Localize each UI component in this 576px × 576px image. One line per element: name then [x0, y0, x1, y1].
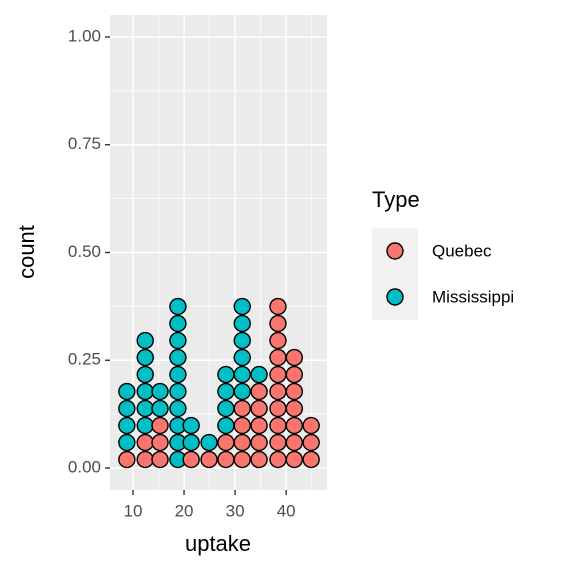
legend-key — [386, 242, 404, 260]
dot — [250, 382, 268, 401]
dot — [169, 382, 187, 401]
dot — [302, 416, 320, 435]
dot — [233, 416, 251, 435]
dot — [200, 450, 218, 469]
y-tick-label: 0.00 — [68, 458, 101, 477]
x-axis-title: uptake — [185, 531, 251, 556]
dot — [136, 399, 154, 418]
dot — [118, 433, 136, 452]
dot — [269, 331, 287, 350]
legend-title: Type — [372, 187, 420, 212]
dot — [250, 365, 268, 384]
dot — [169, 331, 187, 350]
y-axis-title: count — [14, 225, 39, 279]
legend-keys-bg — [372, 228, 418, 320]
dot — [182, 450, 200, 469]
dot — [250, 399, 268, 418]
dot — [269, 365, 287, 384]
dot — [169, 365, 187, 384]
dot — [233, 365, 251, 384]
dot — [269, 314, 287, 333]
dot — [118, 399, 136, 418]
y-tick-label: 0.50 — [68, 242, 101, 261]
dot — [136, 331, 154, 350]
dot — [285, 365, 304, 384]
x-tick-label: 10 — [124, 501, 143, 520]
dot — [136, 416, 154, 435]
dot — [285, 416, 304, 435]
dot — [250, 433, 268, 452]
dot — [233, 450, 251, 469]
dot — [269, 450, 287, 469]
dot — [118, 382, 136, 401]
dot — [285, 450, 304, 469]
dot — [233, 297, 251, 316]
legend-key — [386, 288, 404, 306]
dot — [182, 416, 200, 435]
y-tick-label: 0.75 — [68, 134, 101, 153]
dot — [285, 399, 304, 418]
dot — [151, 416, 169, 435]
dot — [217, 433, 235, 452]
dot — [233, 433, 251, 452]
dot — [136, 382, 154, 401]
dot — [233, 399, 251, 418]
dot — [233, 348, 251, 367]
dot — [169, 348, 187, 367]
x-tick-label: 30 — [226, 501, 245, 520]
dot — [302, 433, 320, 452]
dot — [182, 433, 200, 452]
x-tick-label: 40 — [277, 501, 296, 520]
dot — [269, 348, 287, 367]
dot — [169, 399, 187, 418]
dot — [169, 314, 187, 333]
dot — [118, 416, 136, 435]
dot — [285, 433, 304, 452]
dot — [233, 382, 251, 401]
y-tick-label: 1.00 — [68, 26, 101, 45]
dot — [200, 433, 218, 452]
dot — [233, 314, 251, 333]
dot — [269, 416, 287, 435]
dot — [151, 399, 169, 418]
dot — [285, 382, 304, 401]
dot — [250, 450, 268, 469]
dot — [250, 416, 268, 435]
dot — [269, 399, 287, 418]
dot — [118, 450, 136, 469]
dot — [217, 365, 235, 384]
dot — [217, 399, 235, 418]
legend-label: Mississippi — [432, 287, 514, 306]
dot — [151, 433, 169, 452]
dot — [302, 450, 320, 469]
dot — [285, 348, 304, 367]
dot — [217, 382, 235, 401]
dot — [136, 348, 154, 367]
dot — [136, 450, 154, 469]
dot — [136, 365, 154, 384]
dot — [269, 433, 287, 452]
dot — [217, 416, 235, 435]
legend-label: Quebec — [432, 241, 492, 260]
x-tick-label: 20 — [175, 501, 194, 520]
dot — [151, 450, 169, 469]
dot — [269, 297, 287, 316]
dot — [269, 382, 287, 401]
dot — [136, 433, 154, 452]
dot — [151, 382, 169, 401]
dot — [169, 297, 187, 316]
dot — [217, 450, 235, 469]
y-tick-label: 0.25 — [68, 350, 101, 369]
dot — [233, 331, 251, 350]
